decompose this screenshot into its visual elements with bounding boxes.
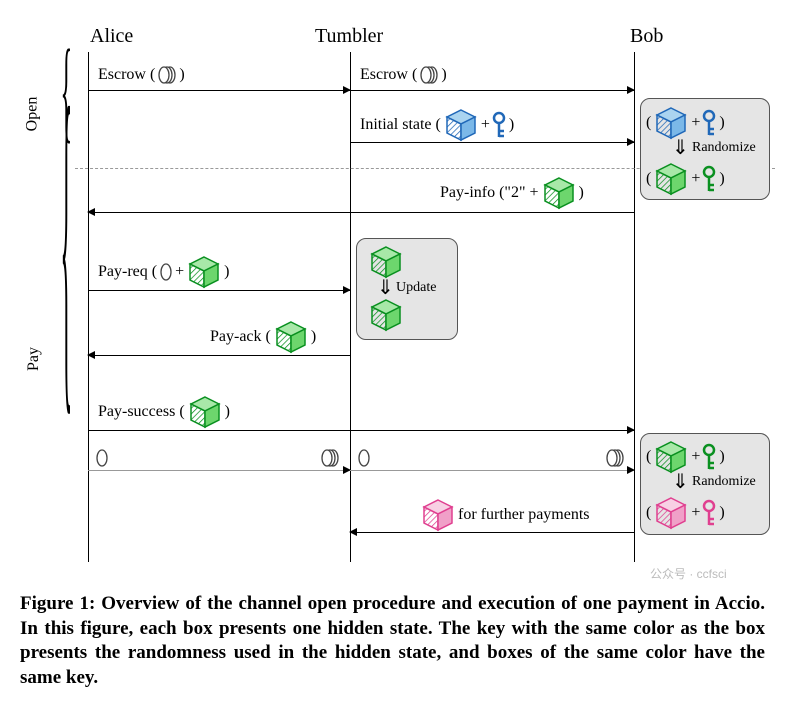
pay-req-text: Pay-req (	[98, 263, 157, 281]
arrow-escrow-at	[88, 90, 350, 91]
phase-open: Open	[23, 97, 41, 132]
msg-initial-state: Initial state ( + )	[360, 108, 514, 142]
settle-at	[88, 470, 350, 471]
update-label: Update	[396, 280, 436, 296]
bob-pink-state: ( + )	[646, 496, 725, 530]
cube-pink-icon	[420, 498, 456, 532]
down-arrow-icon: ⇓	[377, 278, 394, 298]
cube-green-icon	[273, 320, 309, 354]
pay-success-text: Pay-success (	[98, 403, 185, 421]
key-blue-icon	[492, 111, 507, 139]
watermark: 公众号 · ccfsci	[650, 565, 727, 582]
arrow-pay-info	[88, 212, 634, 213]
escrow-tb-text: Escrow (	[360, 66, 417, 84]
msg-pay-ack: Pay-ack ( )	[210, 320, 316, 354]
coin-icon	[95, 448, 109, 468]
lifeline-tumbler	[350, 52, 351, 562]
cube-green-icon	[541, 176, 577, 210]
msg-pay-req: Pay-req ( + )	[98, 255, 229, 289]
arrow-further	[350, 532, 634, 533]
cube-green-icon	[187, 395, 223, 429]
initial-state-text: Initial state (	[360, 116, 441, 134]
coins-icon	[320, 448, 340, 468]
key-blue-icon	[702, 109, 717, 137]
bob-green-state: ( + )	[646, 162, 725, 196]
msg-escrow-tb: Escrow ( )	[360, 65, 447, 85]
further-text: for further payments	[458, 506, 590, 524]
phase-pay: Pay	[25, 347, 43, 371]
bob-blue-state: ( + )	[646, 106, 725, 140]
arrow-escrow-tb	[350, 90, 634, 91]
cube-green-icon	[368, 298, 404, 332]
cube-green-icon	[653, 162, 689, 196]
randomize1-label: Randomize	[692, 140, 756, 156]
brace-pay: {	[61, 54, 73, 426]
arrow-pay-req	[88, 290, 350, 291]
cube-green-icon	[653, 440, 689, 474]
lifeline-bob	[634, 52, 635, 562]
actor-alice: Alice	[90, 25, 133, 48]
down-arrow-icon: ⇓	[672, 472, 689, 492]
coin-icon	[357, 448, 371, 468]
sequence-diagram: Alice Tumbler Bob Open { Pay { Escrow ( …	[20, 20, 775, 580]
settle-tb	[350, 470, 634, 471]
msg-pay-info: Pay-info ("2" + )	[440, 176, 584, 210]
msg-pay-success: Pay-success ( )	[98, 395, 230, 429]
arrow-pay-success	[88, 430, 634, 431]
coins-icon	[157, 65, 177, 85]
figure-caption: Figure 1: Overview of the channel open p…	[20, 592, 765, 691]
cube-blue-icon	[443, 108, 479, 142]
actor-tumbler: Tumbler	[315, 25, 383, 48]
arrow-initial-state	[350, 142, 634, 143]
msg-escrow-at: Escrow ( )	[98, 65, 185, 85]
actor-bob: Bob	[630, 25, 663, 48]
pay-ack-text: Pay-ack (	[210, 328, 271, 346]
escrow-at-text: Escrow (	[98, 66, 155, 84]
coins-icon	[419, 65, 439, 85]
msg-further: for further payments	[420, 498, 590, 532]
paren-close: )	[179, 66, 184, 84]
randomize2-label: Randomize	[692, 474, 756, 490]
down-arrow-icon: ⇓	[672, 138, 689, 158]
cube-green-icon	[368, 245, 404, 279]
cube-pink-icon	[653, 496, 689, 530]
key-green-icon	[702, 165, 717, 193]
cube-blue-icon	[653, 106, 689, 140]
bob-green-state2: ( + )	[646, 440, 725, 474]
key-pink-icon	[702, 499, 717, 527]
key-green-icon	[702, 443, 717, 471]
coin-icon	[159, 262, 173, 282]
lifeline-alice	[88, 52, 89, 562]
cube-green-icon	[186, 255, 222, 289]
pay-info-text: Pay-info ("2" +	[440, 184, 539, 202]
arrow-pay-ack	[88, 355, 350, 356]
coins-icon	[605, 448, 625, 468]
